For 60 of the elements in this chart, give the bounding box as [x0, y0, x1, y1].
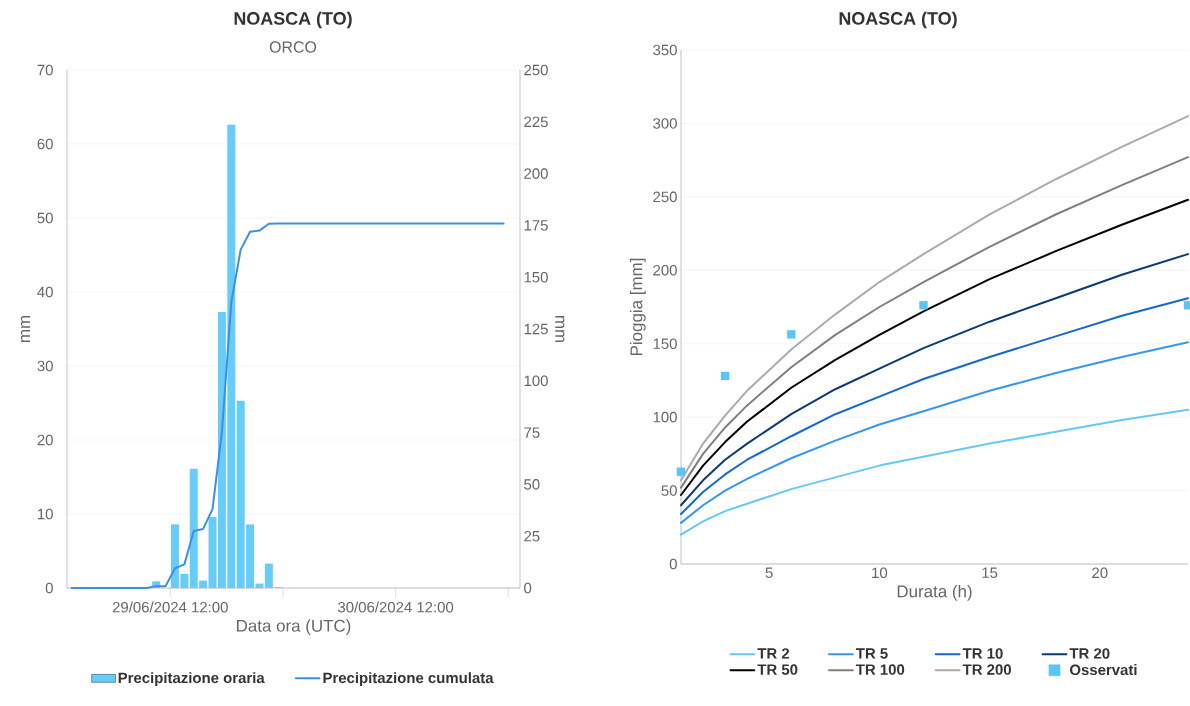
y-tick-label: 60 — [37, 138, 53, 150]
y-axis-title: mm — [20, 316, 31, 342]
y2-tick-label: 200 — [524, 168, 548, 179]
y-tick-label: 250 — [653, 191, 677, 203]
legend-label: TR 20 — [1069, 648, 1110, 659]
y-tick-label: 200 — [653, 264, 677, 276]
legend-label: Precipitazione oraria — [118, 672, 265, 687]
x-tick-label: 29/06/2024 12:00 — [112, 601, 228, 613]
chart-subtitle: ORCO — [269, 41, 317, 53]
legend-label: TR 2 — [757, 648, 790, 659]
y-tick-label: 150 — [653, 338, 677, 349]
y-tick-label: 350 — [653, 44, 677, 56]
y-tick-label: 40 — [37, 286, 53, 298]
x-tick-label: 10 — [872, 567, 888, 579]
chart-title: NOASCA (TO) — [839, 11, 957, 29]
point — [1183, 301, 1190, 310]
y-tick-label: 70 — [37, 64, 53, 76]
y2-axis-title: mm — [555, 316, 565, 342]
chart-title: NOASCA (TO) — [234, 11, 352, 29]
y2-tick-label: 75 — [524, 427, 540, 438]
point — [787, 330, 796, 339]
y-tick-label: 100 — [653, 411, 677, 423]
legend-label: TR 5 — [855, 648, 888, 659]
y2-tick-label: 150 — [524, 271, 548, 283]
y2-tick-label: 125 — [524, 323, 548, 335]
y-tick-label: 300 — [653, 118, 677, 129]
y2-tick-label: 100 — [524, 375, 548, 387]
legend-label: TR 50 — [757, 664, 798, 675]
legend-label: Osservati — [1070, 664, 1137, 676]
x-tick-label: 30/06/2024 12:00 — [338, 601, 454, 613]
y-tick-label: 10 — [38, 508, 53, 520]
y2-tick-label: 25 — [524, 530, 540, 542]
x-tick-label: 5 — [765, 567, 773, 578]
y-tick-label: 50 — [37, 212, 53, 224]
y2-tick-label: 250 — [524, 64, 548, 76]
x-axis-title: Data ora (UTC) — [237, 619, 351, 636]
y2-tick-label: 225 — [524, 116, 548, 128]
point — [720, 371, 730, 381]
y-tick-label: 30 — [37, 360, 53, 372]
line-series — [70, 222, 505, 589]
x-tick-label: 20 — [1092, 567, 1108, 579]
y-tick-label: 20 — [37, 434, 53, 446]
legend-label: TR 10 — [962, 648, 1003, 659]
x-tick-label: 15 — [982, 567, 998, 578]
point — [919, 301, 928, 310]
y-axis-title: Pioggia [mm] — [629, 258, 646, 356]
y-tick-label: 0 — [45, 582, 53, 594]
line-series — [680, 253, 1190, 507]
line-series — [680, 341, 1190, 524]
line-series — [680, 297, 1190, 516]
x-axis-title: Durata (h) — [897, 584, 972, 601]
y2-tick-label: 175 — [524, 220, 548, 231]
legend-label: TR 100 — [855, 664, 905, 675]
y-tick-label: 50 — [661, 485, 677, 496]
y2-tick-label: 0 — [524, 582, 532, 594]
y2-tick-label: 50 — [524, 479, 540, 490]
point — [676, 467, 686, 476]
legend-label: TR 200 — [962, 664, 1011, 675]
legend-label: Precipitazione cumulata — [323, 672, 494, 687]
y-tick-label: 0 — [669, 558, 677, 570]
